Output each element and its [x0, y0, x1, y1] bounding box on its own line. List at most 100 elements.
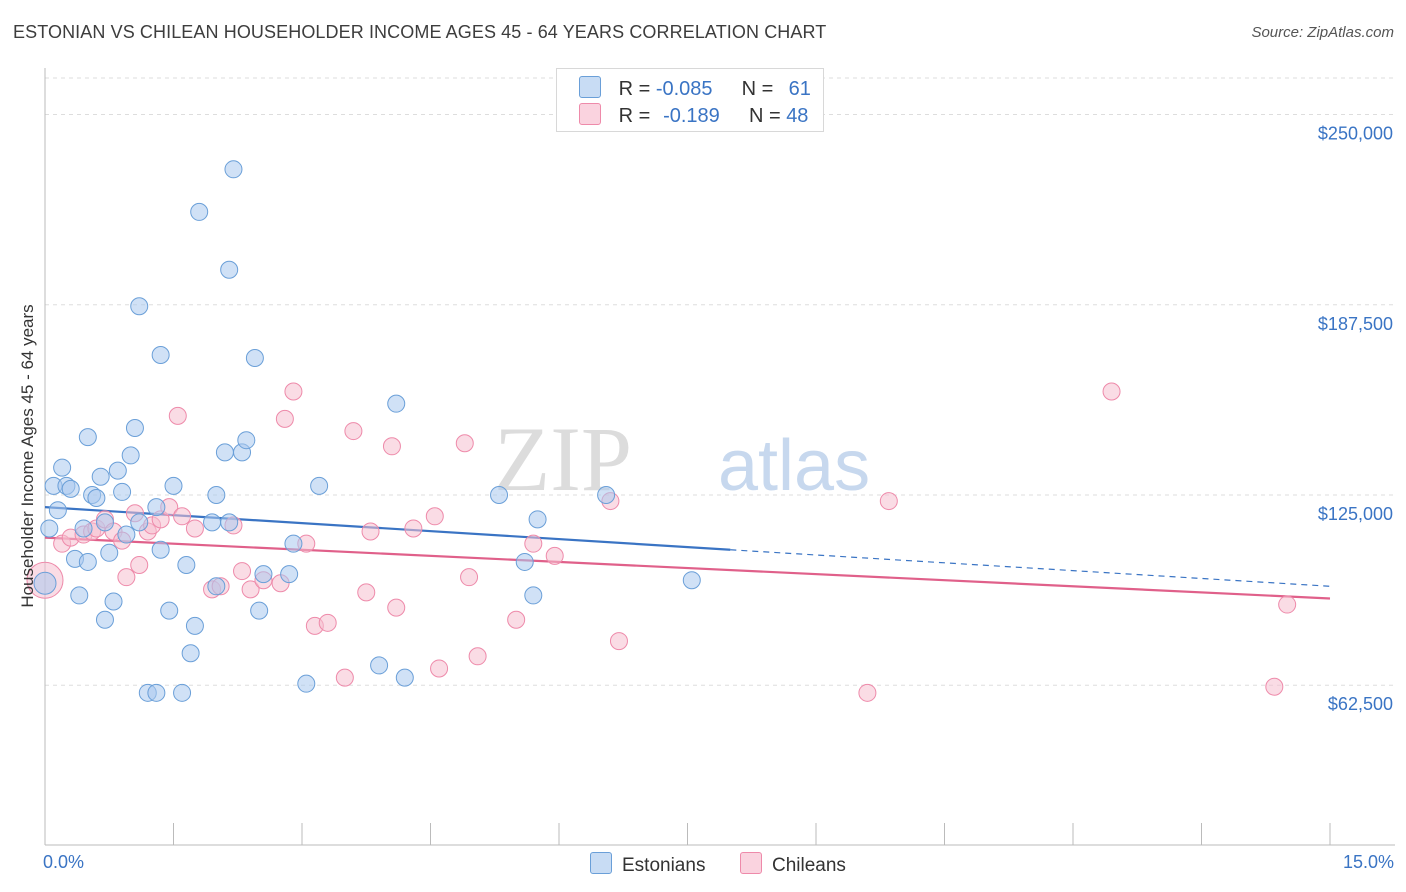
y-tick-label: $250,000 — [1318, 124, 1393, 144]
estonian-point — [87, 489, 106, 508]
estonian-point — [147, 683, 166, 702]
estonian-points — [33, 160, 701, 702]
chilean-point — [524, 534, 543, 553]
estonian-point — [147, 498, 166, 517]
estonian-point — [203, 513, 222, 532]
bottom-legend-estonians: Estonians — [590, 852, 705, 877]
estonian-point — [215, 443, 234, 462]
chilean-point — [1265, 677, 1284, 696]
estonian-point — [207, 577, 226, 596]
estonian-point — [95, 513, 114, 532]
x-tick-label-max: 15.0% — [1342, 852, 1394, 872]
estonian-point — [490, 485, 509, 504]
chilean-point — [173, 507, 192, 526]
estonian-point — [250, 601, 269, 620]
estonian-point — [117, 525, 136, 544]
estonian-point — [185, 616, 204, 635]
estonian-point — [310, 476, 329, 495]
chilean-point — [1102, 382, 1121, 401]
y-tick-label: $187,500 — [1318, 314, 1393, 334]
chilean-point — [404, 519, 423, 538]
estonian-point — [280, 565, 299, 584]
y-tick-labels: $62,500 $125,000 $187,500 $250,000 — [1318, 124, 1393, 715]
chilean-point — [284, 382, 303, 401]
estonian-point — [181, 644, 200, 663]
chilean-point — [241, 580, 260, 599]
estonian-point — [515, 552, 534, 571]
axes — [44, 68, 1395, 846]
chilean-point — [430, 659, 449, 678]
estonian-point — [164, 476, 183, 495]
chilean-points — [26, 382, 1297, 702]
estonian-point — [682, 571, 701, 590]
chileans-trend-line — [44, 536, 1331, 600]
correlation-legend: R = -0.085 N = 61 R = -0.189 N = 48 — [556, 68, 824, 132]
estonian-point — [78, 428, 97, 447]
estonian-point — [151, 540, 170, 559]
estonian-point — [130, 513, 149, 532]
chilean-point — [507, 610, 526, 629]
estonian-point — [78, 552, 97, 571]
chilean-point — [185, 519, 204, 538]
chileans-legend-swatch — [740, 852, 762, 874]
chilean-point — [357, 583, 376, 602]
estonians-legend-swatch — [590, 852, 612, 874]
chart-title: ESTONIAN VS CHILEAN HOUSEHOLDER INCOME A… — [13, 22, 827, 42]
estonian-point — [370, 656, 389, 675]
estonian-point — [53, 458, 72, 477]
chilean-point — [879, 492, 898, 511]
estonians-trend-line-extension — [730, 549, 1331, 587]
estonian-point — [104, 592, 123, 611]
estonian-point — [74, 519, 93, 538]
chilean-point — [275, 409, 294, 428]
legend-n-value-estonians: 61 — [788, 78, 811, 100]
source-label: Source: ZipAtlas.com — [1251, 24, 1394, 41]
legend-r-label: R = — [618, 105, 656, 127]
chilean-point — [233, 562, 252, 581]
estonian-point — [395, 668, 414, 687]
chilean-point — [335, 668, 354, 687]
chilean-point — [168, 406, 187, 425]
estonian-point — [177, 555, 196, 574]
chilean-point — [1278, 595, 1297, 614]
estonian-point — [220, 260, 239, 279]
legend-r-value-chileans: -0.189 — [663, 105, 720, 127]
estonians-swatch — [579, 76, 601, 98]
estonian-point — [190, 202, 209, 221]
chilean-point — [858, 683, 877, 702]
y-tick-label: $125,000 — [1318, 504, 1393, 524]
chilean-point — [382, 437, 401, 456]
estonian-point — [524, 586, 543, 605]
estonian-point — [237, 431, 256, 450]
estonian-point — [254, 565, 273, 584]
y-tick-label: $62,500 — [1328, 694, 1393, 714]
estonian-point — [61, 479, 80, 498]
chileans-legend-label: Chileans — [772, 855, 846, 876]
chilean-point — [344, 422, 363, 441]
estonian-point — [151, 345, 170, 364]
chilean-point — [468, 647, 487, 666]
estonian-point — [91, 467, 110, 486]
chilean-point — [318, 613, 337, 632]
estonian-point — [48, 501, 67, 520]
estonian-point — [160, 601, 179, 620]
legend-r-value-estonians: -0.085 — [655, 78, 713, 100]
estonian-point — [528, 510, 547, 529]
chilean-point — [361, 522, 380, 541]
estonian-point — [33, 571, 57, 595]
estonian-point — [220, 513, 239, 532]
chilean-point — [455, 434, 474, 453]
estonian-point — [70, 586, 89, 605]
chilean-point — [609, 632, 628, 651]
chilean-point — [387, 598, 406, 617]
estonian-point — [597, 485, 616, 504]
legend-n-label: N = — [748, 105, 787, 127]
legend-r-label: R = — [618, 78, 656, 100]
watermark: ZIP atlas — [494, 408, 870, 510]
estonian-point — [245, 349, 264, 368]
chilean-point — [460, 568, 479, 587]
estonian-point — [95, 610, 114, 629]
estonian-point — [121, 446, 140, 465]
estonian-point — [130, 297, 149, 316]
